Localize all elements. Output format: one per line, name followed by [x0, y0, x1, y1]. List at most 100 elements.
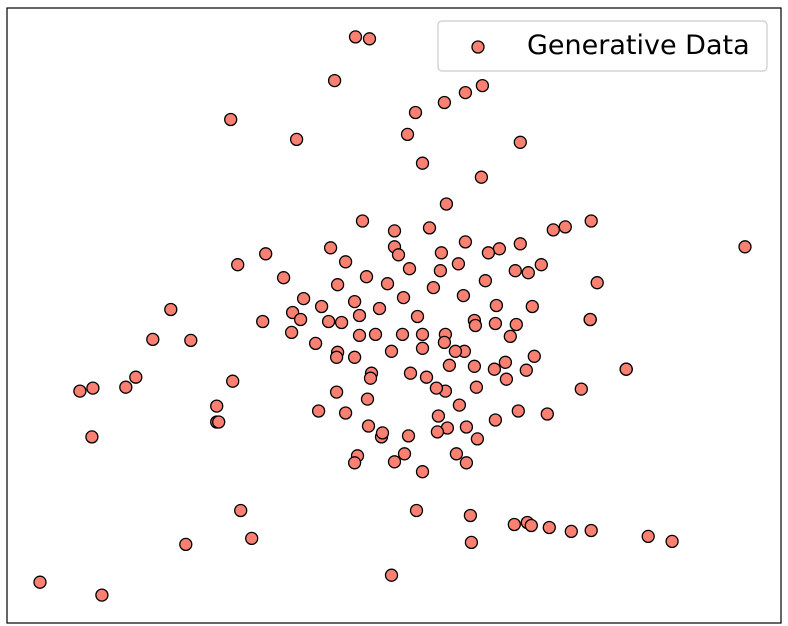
data-point	[488, 413, 503, 427]
data-point	[86, 381, 100, 395]
data-point	[410, 309, 425, 324]
data-point	[534, 258, 548, 272]
data-point	[409, 503, 424, 518]
data-point	[429, 381, 444, 395]
data-point	[488, 316, 503, 331]
data-point	[542, 520, 556, 535]
data-point	[308, 336, 323, 351]
data-point	[456, 288, 471, 303]
legend-label: Generative Data	[527, 30, 750, 61]
data-point	[321, 314, 336, 329]
data-point	[293, 312, 308, 327]
data-point	[327, 73, 342, 88]
data-point	[33, 575, 47, 589]
legend-box	[437, 20, 768, 72]
data-point	[492, 242, 507, 256]
data-point	[527, 349, 541, 363]
data-point	[73, 384, 87, 398]
data-point	[348, 30, 363, 44]
data-point	[184, 333, 198, 348]
data-point	[489, 298, 504, 313]
data-point	[449, 447, 464, 461]
data-point	[478, 274, 493, 288]
data-point	[459, 420, 474, 434]
data-point	[360, 392, 375, 406]
data-point	[448, 344, 463, 358]
data-point	[464, 535, 479, 550]
data-point	[231, 258, 245, 272]
data-point	[584, 214, 598, 228]
data-point	[426, 280, 441, 295]
data-point	[323, 241, 338, 255]
data-point	[256, 314, 270, 329]
data-point	[224, 112, 238, 127]
data-point	[458, 235, 473, 249]
data-point	[475, 78, 490, 93]
data-point	[330, 278, 345, 292]
data-point	[458, 85, 473, 100]
data-point	[359, 270, 374, 284]
data-point	[519, 363, 533, 377]
data-point	[408, 105, 423, 120]
data-point	[434, 246, 449, 260]
data-point	[95, 588, 109, 602]
data-point	[521, 266, 535, 280]
data-point	[508, 264, 522, 278]
data-point	[129, 370, 143, 384]
data-point	[259, 247, 273, 261]
data-point	[583, 312, 597, 327]
data-point	[467, 359, 482, 373]
data-point	[289, 132, 304, 147]
data-point	[329, 350, 344, 364]
data-point	[380, 277, 395, 291]
data-point	[619, 362, 633, 376]
data-point	[415, 156, 430, 170]
data-point	[276, 271, 291, 285]
data-point	[347, 294, 362, 309]
data-point	[524, 518, 538, 533]
data-point	[419, 370, 434, 384]
data-point	[481, 246, 496, 260]
data-point	[509, 317, 523, 332]
data-point	[384, 568, 399, 582]
data-point	[738, 240, 752, 254]
data-point	[400, 127, 415, 142]
data-point	[437, 335, 452, 350]
data-point	[439, 197, 454, 211]
data-point	[284, 325, 299, 340]
data-point	[469, 380, 484, 394]
data-point	[433, 264, 448, 278]
data-point	[459, 456, 474, 470]
data-point	[470, 432, 485, 446]
legend-marker	[471, 40, 485, 54]
data-point	[226, 374, 240, 388]
data-point	[452, 398, 467, 412]
data-point	[468, 318, 483, 333]
data-point	[584, 523, 598, 538]
data-point	[558, 220, 572, 234]
data-point	[347, 350, 362, 364]
data-point	[334, 315, 349, 330]
data-point	[384, 344, 399, 358]
data-point	[355, 214, 370, 228]
data-point	[511, 404, 525, 418]
data-point	[403, 366, 418, 380]
data-point	[296, 291, 311, 306]
data-point	[212, 415, 226, 429]
data-point	[401, 429, 416, 443]
data-point	[164, 302, 178, 317]
plot-frame	[6, 7, 782, 624]
legend: Generative Data	[437, 20, 768, 72]
data-point	[245, 531, 259, 546]
points-layer	[33, 30, 752, 602]
data-point	[146, 332, 160, 347]
data-point	[368, 327, 383, 342]
data-point	[311, 404, 326, 418]
data-point	[391, 248, 406, 262]
data-point	[513, 135, 527, 149]
data-point	[179, 537, 193, 552]
data-point	[387, 455, 402, 469]
data-point	[363, 371, 378, 385]
